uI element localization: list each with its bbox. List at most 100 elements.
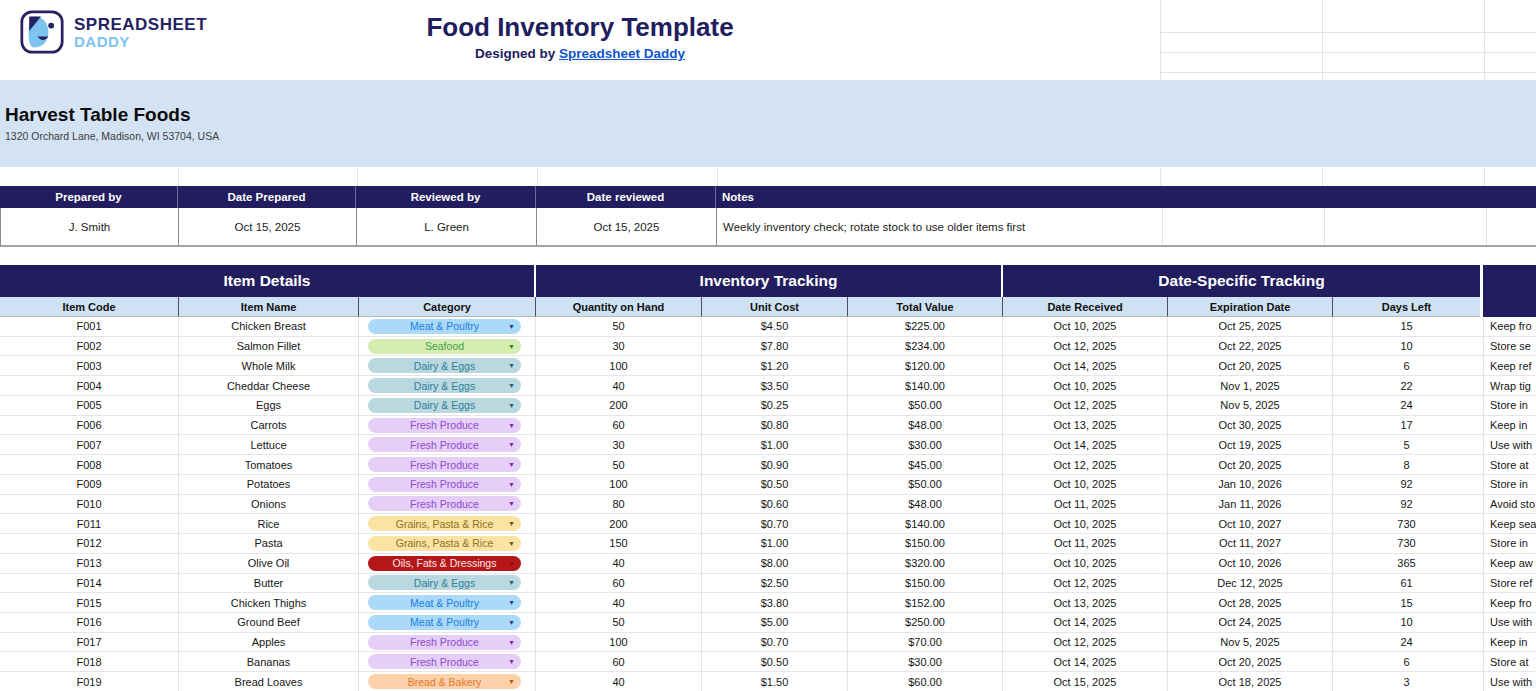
cell-total-value[interactable]: $225.00 bbox=[848, 317, 1003, 336]
cell-total-value[interactable]: $140.00 bbox=[848, 376, 1003, 395]
category-dropdown[interactable]: Dairy & Eggs▼ bbox=[368, 398, 521, 413]
category-dropdown[interactable]: Dairy & Eggs▼ bbox=[368, 358, 521, 373]
cell-note-clipped[interactable]: Store at bbox=[1483, 652, 1536, 671]
cell-item-code[interactable]: F006 bbox=[0, 416, 179, 435]
category-dropdown[interactable]: Fresh Produce▼ bbox=[368, 437, 521, 452]
category-dropdown[interactable]: Grains, Pasta & Rice▼ bbox=[368, 516, 521, 531]
cell-item-code[interactable]: F009 bbox=[0, 475, 179, 494]
cell-total-value[interactable]: $45.00 bbox=[848, 455, 1003, 474]
cell-unit-cost[interactable]: $0.60 bbox=[702, 495, 848, 514]
category-dropdown[interactable]: Fresh Produce▼ bbox=[368, 496, 521, 511]
category-dropdown[interactable]: Fresh Produce▼ bbox=[368, 654, 521, 669]
cell-days-left[interactable]: 8 bbox=[1333, 455, 1480, 474]
cell-date-received[interactable]: Oct 10, 2025 bbox=[1003, 514, 1168, 533]
category-dropdown[interactable]: Seafood▼ bbox=[368, 339, 521, 354]
cell-date-received[interactable]: Oct 13, 2025 bbox=[1003, 416, 1168, 435]
cell-days-left[interactable]: 24 bbox=[1333, 633, 1480, 652]
cell-expiration-date[interactable]: Oct 20, 2025 bbox=[1168, 356, 1333, 375]
cell-days-left[interactable]: 10 bbox=[1333, 337, 1480, 356]
cell-unit-cost[interactable]: $0.90 bbox=[702, 455, 848, 474]
cell-unit-cost[interactable]: $1.20 bbox=[702, 356, 848, 375]
cell-item-code[interactable]: F016 bbox=[0, 613, 179, 632]
category-dropdown[interactable]: Bread & Bakery▼ bbox=[368, 674, 521, 689]
cell-item-code[interactable]: F012 bbox=[0, 534, 179, 553]
notes-value[interactable]: Weekly inventory check; rotate stock to … bbox=[716, 208, 1536, 245]
cell-unit-cost[interactable]: $7.80 bbox=[702, 337, 848, 356]
cell-total-value[interactable]: $48.00 bbox=[848, 416, 1003, 435]
cell-item-code[interactable]: F004 bbox=[0, 376, 179, 395]
cell-total-value[interactable]: $30.00 bbox=[848, 435, 1003, 454]
cell-item-name[interactable]: Onions bbox=[179, 495, 359, 514]
cell-days-left[interactable]: 365 bbox=[1333, 554, 1480, 573]
cell-total-value[interactable]: $50.00 bbox=[848, 396, 1003, 415]
cell-expiration-date[interactable]: Oct 20, 2025 bbox=[1168, 652, 1333, 671]
cell-unit-cost[interactable]: $0.70 bbox=[702, 633, 848, 652]
cell-item-code[interactable]: F001 bbox=[0, 317, 179, 336]
cell-note-clipped[interactable]: Keep in bbox=[1483, 416, 1536, 435]
cell-date-received[interactable]: Oct 14, 2025 bbox=[1003, 356, 1168, 375]
cell-note-clipped[interactable]: Keep in bbox=[1483, 633, 1536, 652]
cell-quantity[interactable]: 50 bbox=[536, 317, 702, 336]
cell-days-left[interactable]: 10 bbox=[1333, 613, 1480, 632]
cell-unit-cost[interactable]: $1.00 bbox=[702, 435, 848, 454]
cell-expiration-date[interactable]: Oct 10, 2026 bbox=[1168, 554, 1333, 573]
cell-item-name[interactable]: Ground Beef bbox=[179, 613, 359, 632]
cell-note-clipped[interactable]: Store in bbox=[1483, 396, 1536, 415]
cell-days-left[interactable]: 92 bbox=[1333, 495, 1480, 514]
cell-days-left[interactable]: 6 bbox=[1333, 356, 1480, 375]
cell-note-clipped[interactable]: Store se bbox=[1483, 337, 1536, 356]
cell-date-received[interactable]: Oct 12, 2025 bbox=[1003, 455, 1168, 474]
cell-expiration-date[interactable]: Oct 18, 2025 bbox=[1168, 672, 1333, 691]
cell-unit-cost[interactable]: $3.50 bbox=[702, 376, 848, 395]
cell-note-clipped[interactable]: Store in bbox=[1483, 534, 1536, 553]
cell-unit-cost[interactable]: $1.50 bbox=[702, 672, 848, 691]
cell-total-value[interactable]: $60.00 bbox=[848, 672, 1003, 691]
cell-note-clipped[interactable]: Use with bbox=[1483, 613, 1536, 632]
cell-note-clipped[interactable]: Keep ref bbox=[1483, 356, 1536, 375]
cell-item-name[interactable]: Carrots bbox=[179, 416, 359, 435]
cell-item-code[interactable]: F010 bbox=[0, 495, 179, 514]
cell-expiration-date[interactable]: Oct 25, 2025 bbox=[1168, 317, 1333, 336]
cell-item-name[interactable]: Chicken Thighs bbox=[179, 593, 359, 612]
cell-quantity[interactable]: 50 bbox=[536, 455, 702, 474]
cell-unit-cost[interactable]: $0.50 bbox=[702, 475, 848, 494]
cell-date-received[interactable]: Oct 13, 2025 bbox=[1003, 593, 1168, 612]
cell-note-clipped[interactable]: Use with bbox=[1483, 672, 1536, 691]
cell-expiration-date[interactable]: Oct 20, 2025 bbox=[1168, 455, 1333, 474]
cell-unit-cost[interactable]: $0.50 bbox=[702, 652, 848, 671]
cell-expiration-date[interactable]: Nov 5, 2025 bbox=[1168, 633, 1333, 652]
cell-note-clipped[interactable]: Store in bbox=[1483, 475, 1536, 494]
cell-note-clipped[interactable]: Keep fro bbox=[1483, 593, 1536, 612]
cell-quantity[interactable]: 40 bbox=[536, 554, 702, 573]
cell-item-code[interactable]: F014 bbox=[0, 574, 179, 593]
reviewed-by-value[interactable]: L. Green bbox=[356, 208, 536, 245]
cell-date-received[interactable]: Oct 12, 2025 bbox=[1003, 633, 1168, 652]
cell-item-code[interactable]: F005 bbox=[0, 396, 179, 415]
cell-item-name[interactable]: Bananas bbox=[179, 652, 359, 671]
cell-days-left[interactable]: 3 bbox=[1333, 672, 1480, 691]
category-dropdown[interactable]: Dairy & Eggs▼ bbox=[368, 378, 521, 393]
cell-item-code[interactable]: F018 bbox=[0, 652, 179, 671]
cell-total-value[interactable]: $320.00 bbox=[848, 554, 1003, 573]
cell-days-left[interactable]: 92 bbox=[1333, 475, 1480, 494]
cell-quantity[interactable]: 200 bbox=[536, 514, 702, 533]
cell-total-value[interactable]: $48.00 bbox=[848, 495, 1003, 514]
cell-unit-cost[interactable]: $0.80 bbox=[702, 416, 848, 435]
cell-item-name[interactable]: Chicken Breast bbox=[179, 317, 359, 336]
category-dropdown[interactable]: Dairy & Eggs▼ bbox=[368, 575, 521, 590]
cell-quantity[interactable]: 40 bbox=[536, 593, 702, 612]
cell-expiration-date[interactable]: Oct 24, 2025 bbox=[1168, 613, 1333, 632]
cell-days-left[interactable]: 730 bbox=[1333, 514, 1480, 533]
cell-days-left[interactable]: 15 bbox=[1333, 593, 1480, 612]
cell-unit-cost[interactable]: $8.00 bbox=[702, 554, 848, 573]
cell-item-name[interactable]: Salmon Fillet bbox=[179, 337, 359, 356]
cell-quantity[interactable]: 60 bbox=[536, 416, 702, 435]
cell-item-code[interactable]: F015 bbox=[0, 593, 179, 612]
category-dropdown[interactable]: Fresh Produce▼ bbox=[368, 418, 521, 433]
cell-date-received[interactable]: Oct 10, 2025 bbox=[1003, 317, 1168, 336]
cell-date-received[interactable]: Oct 12, 2025 bbox=[1003, 396, 1168, 415]
cell-item-name[interactable]: Whole Milk bbox=[179, 356, 359, 375]
cell-total-value[interactable]: $234.00 bbox=[848, 337, 1003, 356]
cell-item-name[interactable]: Tomatoes bbox=[179, 455, 359, 474]
category-dropdown[interactable]: Oils, Fats & Dressings▼ bbox=[368, 556, 521, 571]
